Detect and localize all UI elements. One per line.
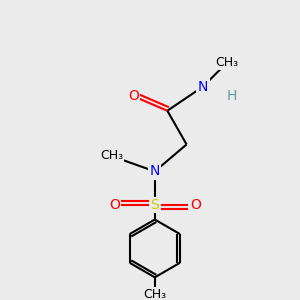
Text: CH₃: CH₃	[100, 149, 123, 163]
Text: CH₃: CH₃	[215, 56, 238, 69]
Text: CH₃: CH₃	[143, 288, 167, 300]
Text: N: N	[198, 80, 208, 94]
Text: H: H	[227, 89, 237, 103]
Text: S: S	[150, 198, 159, 212]
Text: O: O	[128, 89, 139, 103]
Text: N: N	[150, 164, 160, 178]
Text: O: O	[109, 198, 120, 212]
Text: O: O	[190, 198, 201, 212]
